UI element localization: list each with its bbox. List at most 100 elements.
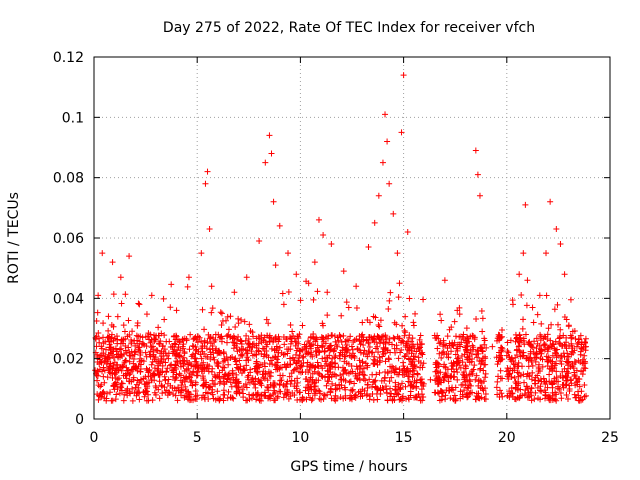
data-point <box>320 322 327 329</box>
data-point <box>319 355 326 362</box>
data-point <box>235 333 242 340</box>
data-point <box>188 377 195 384</box>
data-point <box>293 271 300 278</box>
data-point <box>340 371 347 378</box>
data-point <box>211 371 218 378</box>
data-point <box>245 340 252 347</box>
data-point <box>105 334 112 341</box>
data-point <box>479 348 486 355</box>
data-point <box>375 349 382 356</box>
data-point <box>435 370 442 377</box>
data-point <box>522 387 529 394</box>
data-point <box>181 367 188 374</box>
data-point <box>342 366 349 373</box>
data-point <box>371 360 378 367</box>
data-point <box>218 333 225 340</box>
data-point <box>383 336 390 343</box>
data-point <box>530 349 537 356</box>
y-axis-ticks: 0 0.02 0.04 0.06 0.08 0.1 0.12 <box>53 50 610 428</box>
data-point <box>470 366 477 373</box>
data-point <box>106 365 113 372</box>
data-point <box>216 334 223 341</box>
data-point <box>413 379 420 386</box>
data-point <box>415 354 422 361</box>
data-point <box>544 384 551 391</box>
data-point <box>337 394 344 401</box>
data-point <box>381 374 388 381</box>
data-point <box>398 129 405 136</box>
data-point <box>252 375 259 382</box>
data-point <box>273 356 280 363</box>
data-point <box>528 397 535 404</box>
data-point <box>351 392 358 399</box>
data-point <box>207 334 214 341</box>
data-point <box>243 274 250 281</box>
data-point <box>391 335 398 342</box>
data-point <box>371 219 378 226</box>
y-tick-label: 0.1 <box>62 110 84 126</box>
data-point <box>412 310 419 317</box>
data-point <box>399 367 406 374</box>
data-point <box>450 396 457 403</box>
data-point <box>217 395 224 402</box>
chart-title: Day 275 of 2022, Rate Of TEC Index for r… <box>163 20 535 36</box>
data-point <box>395 294 402 301</box>
data-point <box>101 379 108 386</box>
data-point <box>340 395 347 402</box>
data-point <box>100 373 107 380</box>
data-point <box>233 376 240 383</box>
data-point <box>499 375 506 382</box>
data-point <box>513 380 520 387</box>
data-point <box>294 333 301 340</box>
y-tick-label: 0 <box>75 412 84 428</box>
data-point <box>347 333 354 340</box>
data-point <box>179 343 186 350</box>
data-point <box>458 382 465 389</box>
data-point <box>434 381 441 388</box>
data-point <box>388 374 395 381</box>
data-point <box>163 368 170 375</box>
data-point <box>212 331 219 338</box>
data-point <box>148 377 155 384</box>
data-point <box>459 359 466 366</box>
data-point <box>186 391 193 398</box>
data-point <box>243 350 250 357</box>
data-point <box>478 379 485 386</box>
data-point <box>521 379 528 386</box>
data-point <box>179 386 186 393</box>
y-tick-label: 0.04 <box>53 291 84 307</box>
data-point <box>192 363 199 370</box>
data-point <box>473 315 480 322</box>
data-point <box>437 387 444 394</box>
data-point <box>341 353 348 360</box>
data-point <box>324 368 331 375</box>
data-point <box>115 367 122 374</box>
data-point <box>532 389 539 396</box>
data-point <box>520 316 527 323</box>
data-point <box>557 341 564 348</box>
data-point <box>136 396 143 403</box>
data-point <box>480 367 487 374</box>
data-point <box>420 394 427 401</box>
data-point <box>315 369 322 376</box>
data-point <box>164 392 171 399</box>
data-point <box>262 159 269 166</box>
data-point <box>96 335 103 342</box>
data-point <box>273 362 280 369</box>
data-point <box>311 383 318 390</box>
data-point <box>186 393 193 400</box>
data-point <box>186 346 193 353</box>
data-point <box>126 371 133 378</box>
data-point <box>323 382 330 389</box>
data-point <box>199 306 206 313</box>
data-point <box>523 302 530 309</box>
data-point <box>547 394 554 401</box>
data-point <box>374 396 381 403</box>
data-point <box>285 250 292 257</box>
data-point <box>531 396 538 403</box>
data-point <box>540 375 547 382</box>
data-point <box>343 346 350 353</box>
grid-lines <box>94 57 610 419</box>
data-point <box>386 180 393 187</box>
data-point <box>441 277 448 284</box>
